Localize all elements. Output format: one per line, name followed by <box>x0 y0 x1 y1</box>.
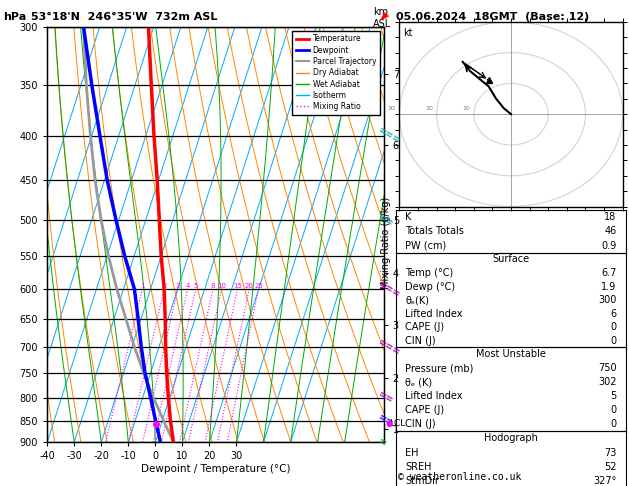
Text: 4: 4 <box>186 283 190 289</box>
Text: Temp (°C): Temp (°C) <box>406 268 454 278</box>
Text: © weatheronline.co.uk: © weatheronline.co.uk <box>398 472 521 482</box>
Text: LCL: LCL <box>389 419 405 428</box>
Text: ≡≡≡: ≡≡≡ <box>376 337 403 358</box>
Text: 52: 52 <box>604 462 616 472</box>
Text: 18: 18 <box>604 212 616 222</box>
Text: CAPE (J): CAPE (J) <box>406 322 445 332</box>
Text: ●: ● <box>386 419 393 428</box>
Text: 6: 6 <box>611 309 616 319</box>
Text: CIN (J): CIN (J) <box>406 419 436 429</box>
Text: 10: 10 <box>462 106 470 111</box>
Text: θₑ (K): θₑ (K) <box>406 377 433 387</box>
X-axis label: Dewpoint / Temperature (°C): Dewpoint / Temperature (°C) <box>141 464 290 474</box>
Text: 53°18'N  246°35'W  732m ASL: 53°18'N 246°35'W 732m ASL <box>31 12 218 22</box>
Text: 327°: 327° <box>593 476 616 486</box>
Text: 05.06.2024  18GMT  (Base: 12): 05.06.2024 18GMT (Base: 12) <box>396 12 589 22</box>
Text: 0: 0 <box>611 322 616 332</box>
Text: StmDir: StmDir <box>406 476 439 486</box>
Text: 2: 2 <box>162 283 167 289</box>
Text: hPa: hPa <box>3 12 26 22</box>
Text: θₑ(K): θₑ(K) <box>406 295 430 305</box>
Text: km: km <box>373 7 388 17</box>
Text: 300: 300 <box>598 295 616 305</box>
Text: 30: 30 <box>388 106 396 111</box>
Text: Pressure (mb): Pressure (mb) <box>406 364 474 373</box>
Text: 1: 1 <box>140 283 145 289</box>
Text: 0: 0 <box>611 336 616 346</box>
Text: 1.9: 1.9 <box>601 281 616 292</box>
Text: Lifted Index: Lifted Index <box>406 391 463 401</box>
Text: ≡≡: ≡≡ <box>376 389 395 406</box>
Text: 0: 0 <box>611 405 616 415</box>
Text: ≡≡≡: ≡≡≡ <box>376 278 403 299</box>
Text: Totals Totals: Totals Totals <box>406 226 464 236</box>
Text: 0: 0 <box>611 419 616 429</box>
Text: Most Unstable: Most Unstable <box>476 349 546 360</box>
Text: Mixing Ratio (g/kg): Mixing Ratio (g/kg) <box>381 197 391 289</box>
Text: CIN (J): CIN (J) <box>406 336 436 346</box>
Text: Hodograph: Hodograph <box>484 434 538 443</box>
Text: ≡≡: ≡≡ <box>376 211 395 228</box>
Text: Surface: Surface <box>493 255 530 264</box>
Text: 302: 302 <box>598 377 616 387</box>
Legend: Temperature, Dewpoint, Parcel Trajectory, Dry Adiabat, Wet Adiabat, Isotherm, Mi: Temperature, Dewpoint, Parcel Trajectory… <box>292 31 380 115</box>
Text: CAPE (J): CAPE (J) <box>406 405 445 415</box>
Text: 46: 46 <box>604 226 616 236</box>
Text: ≡≡: ≡≡ <box>376 412 395 429</box>
Text: Dewp (°C): Dewp (°C) <box>406 281 455 292</box>
Text: kt: kt <box>403 28 413 38</box>
Text: ASL: ASL <box>373 19 391 30</box>
Text: EH: EH <box>406 448 419 458</box>
Text: 10: 10 <box>217 283 226 289</box>
Text: K: K <box>406 212 412 222</box>
Text: 5: 5 <box>194 283 198 289</box>
Text: ≡: ≡ <box>376 436 388 449</box>
Text: 25: 25 <box>254 283 263 289</box>
Text: 3: 3 <box>175 283 180 289</box>
Text: 0.9: 0.9 <box>601 241 616 251</box>
Text: SREH: SREH <box>406 462 432 472</box>
Text: 5: 5 <box>610 391 616 401</box>
Text: 8: 8 <box>211 283 215 289</box>
Text: Lifted Index: Lifted Index <box>406 309 463 319</box>
Text: 20: 20 <box>425 106 433 111</box>
Text: 6.7: 6.7 <box>601 268 616 278</box>
Text: PW (cm): PW (cm) <box>406 241 447 251</box>
Text: 20: 20 <box>245 283 253 289</box>
Text: 73: 73 <box>604 448 616 458</box>
Text: ◄: ◄ <box>376 9 392 25</box>
Text: ≡≡≡: ≡≡≡ <box>376 125 403 146</box>
Text: 15: 15 <box>233 283 242 289</box>
Text: 750: 750 <box>598 364 616 373</box>
